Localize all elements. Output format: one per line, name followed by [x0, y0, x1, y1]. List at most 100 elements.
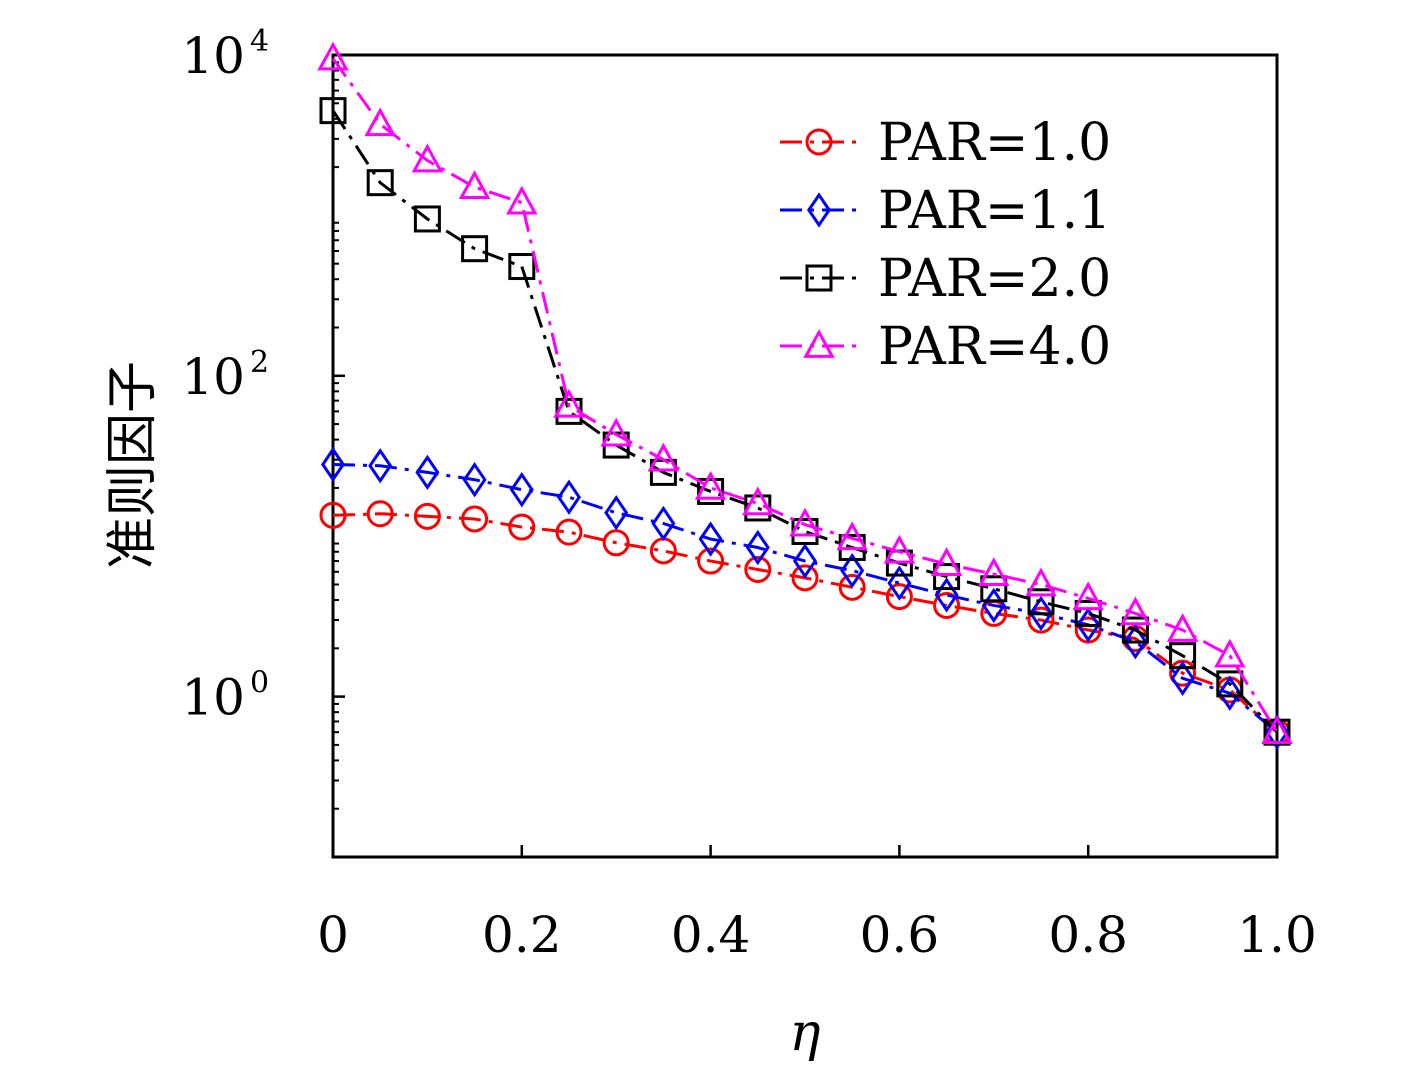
data-point: [840, 552, 865, 589]
data-point: [1214, 638, 1246, 668]
x-tick-label: 0: [317, 906, 349, 964]
x-axis-ticks: 0 0.2 0.4 0.6 0.8 1.0: [317, 845, 1317, 964]
data-point: [789, 507, 821, 537]
legend-item: PAR=1.0: [780, 113, 1111, 173]
y-tick-label: 10: [181, 27, 245, 85]
data-point: [1076, 607, 1101, 643]
data-point: [553, 388, 585, 418]
data-point: [366, 500, 394, 528]
x-axis-title: η: [789, 1003, 820, 1063]
data-point: [461, 505, 489, 533]
series-line: [331, 109, 1279, 734]
data-point: [836, 521, 868, 551]
series-line: [332, 462, 1278, 734]
legend-label: PAR=1.0: [878, 113, 1111, 173]
data-point: [1170, 660, 1195, 696]
data-point: [744, 556, 772, 584]
y-tick-exponent: 4: [250, 24, 269, 59]
data-point: [368, 448, 393, 484]
data-point: [697, 547, 725, 575]
data-point: [413, 502, 441, 530]
data-point: [462, 462, 487, 498]
y-tick-exponent: 0: [250, 666, 269, 701]
data-point: [792, 543, 818, 579]
data-point: [602, 529, 630, 557]
data-point: [1121, 616, 1149, 644]
legend-label: PAR=2.0: [878, 249, 1111, 309]
data-point: [1072, 581, 1104, 611]
legend-marker: [806, 192, 832, 228]
series-3: [319, 97, 1291, 746]
data-point: [1261, 715, 1293, 745]
y-axis-title: 准则因子: [103, 361, 163, 569]
data-point: [697, 477, 725, 505]
data-point: [461, 235, 489, 263]
y-tick-label: 10: [181, 348, 245, 406]
data-point: [978, 557, 1010, 586]
x-tick-label: 0.4: [671, 906, 751, 964]
legend-marker: [805, 264, 833, 292]
data-point: [1027, 588, 1055, 616]
data-point: [885, 583, 913, 611]
data-point: [604, 495, 629, 531]
data-point: [317, 41, 349, 71]
series-layer: [317, 41, 1293, 750]
legend-item: PAR=1.1: [780, 181, 1111, 241]
data-point: [364, 107, 396, 137]
data-point: [742, 486, 774, 516]
data-point: [1166, 613, 1199, 642]
data-point: [413, 205, 441, 233]
data-point: [555, 518, 583, 546]
data-point: [1025, 567, 1057, 597]
x-tick-label: 0.8: [1048, 906, 1128, 964]
legend-marker: [805, 128, 833, 156]
data-point: [745, 529, 770, 566]
data-point: [980, 575, 1008, 603]
data-point: [506, 185, 538, 215]
legend-marker: [803, 329, 835, 358]
data-point: [1169, 642, 1197, 670]
data-point: [508, 253, 536, 281]
legend-item: PAR=4.0: [780, 317, 1111, 377]
data-point: [1074, 599, 1102, 627]
data-point: [838, 573, 866, 601]
data-point: [319, 97, 347, 125]
plot-frame: [331, 53, 1279, 859]
data-point: [647, 442, 680, 472]
data-point: [791, 564, 819, 592]
data-point: [933, 591, 961, 619]
plot-border: [331, 53, 1279, 859]
data-point: [320, 446, 346, 483]
legend-item: PAR=2.0: [780, 249, 1111, 309]
data-point: [1119, 596, 1152, 626]
data-point: [933, 563, 961, 591]
data-point: [651, 505, 676, 542]
legend: PAR=1.0 PAR=1.1 PAR=2.0 PAR=4.0: [780, 113, 1111, 377]
y-tick-exponent: 2: [250, 345, 269, 380]
data-point: [600, 417, 632, 447]
data-point: [1216, 670, 1244, 698]
y-minor-ticks: [333, 61, 339, 810]
legend-label: PAR=4.0: [878, 317, 1111, 377]
data-point: [556, 479, 582, 515]
x-tick-label: 0.2: [482, 906, 562, 964]
series-line: [331, 57, 1279, 733]
data-point: [1217, 675, 1242, 711]
data-point: [508, 513, 536, 541]
data-point: [698, 521, 723, 557]
x-tick-label: 1.0: [1237, 906, 1317, 964]
data-point: [366, 169, 394, 197]
series-4: [317, 41, 1293, 745]
data-point: [411, 143, 444, 173]
data-point: [415, 454, 440, 491]
data-point: [930, 547, 963, 576]
data-point: [1028, 595, 1054, 632]
data-point: [319, 501, 347, 529]
legend-label: PAR=1.1: [878, 181, 1111, 241]
data-point: [694, 470, 727, 500]
data-point: [458, 170, 491, 200]
x-tick-label: 0.6: [860, 906, 940, 964]
